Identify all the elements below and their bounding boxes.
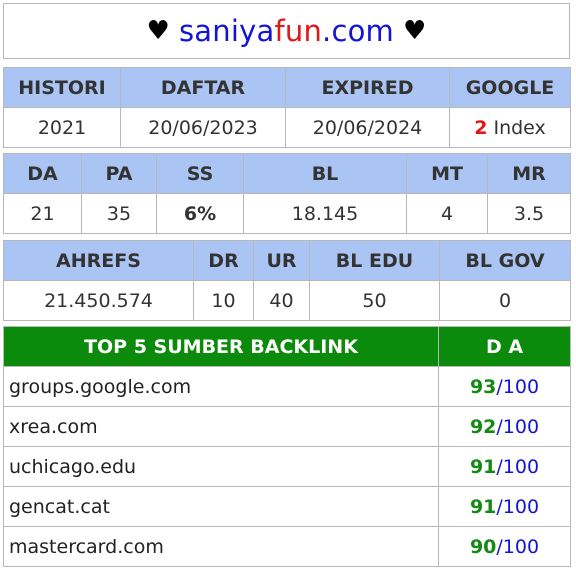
value-ur: 40: [253, 280, 310, 321]
header-daftar: DAFTAR: [120, 67, 286, 108]
table-row: xrea.com 92/100: [3, 406, 571, 447]
header-histori: HISTORI: [3, 67, 121, 108]
header-mt: MT: [406, 153, 488, 194]
value-histori: 2021: [3, 107, 121, 148]
value-dr: 10: [193, 280, 254, 321]
google-index-label: Index: [487, 116, 546, 139]
value-da: 21: [3, 193, 82, 234]
backlink-site: uchicago.edu: [3, 446, 439, 487]
site-title-part1: saniya: [179, 14, 275, 48]
backlink-da-value: 91: [469, 495, 497, 518]
backlink-da-max: /100: [496, 535, 540, 558]
heart-icon: ♥: [403, 16, 427, 46]
header-pa: PA: [81, 153, 157, 194]
table-row: groups.google.com 93/100: [3, 366, 571, 407]
backlink-da-max: /100: [496, 415, 540, 438]
header-ss: SS: [156, 153, 244, 194]
header-backlink-da: D A: [438, 326, 571, 367]
header-google: GOOGLE: [449, 67, 571, 108]
header-top-backlink: TOP 5 SUMBER BACKLINK: [3, 326, 439, 367]
site-title-part3: .com: [322, 14, 394, 48]
value-mt: 4: [406, 193, 488, 234]
backlink-da: 91/100: [438, 446, 571, 487]
registration-table: HISTORI DAFTAR EXPIRED GOOGLE 2021 20/06…: [3, 67, 571, 148]
backlink-site: xrea.com: [3, 406, 439, 447]
header-ahrefs: AHREFS: [3, 240, 194, 281]
value-bl: 18.145: [243, 193, 407, 234]
table-row: mastercard.com 90/100: [3, 526, 571, 567]
value-ahrefs: 21.450.574: [3, 280, 194, 321]
header-bl-gov: BL GOV: [439, 240, 571, 281]
value-mr: 3.5: [487, 193, 571, 234]
value-pa: 35: [81, 193, 157, 234]
header-dr: DR: [193, 240, 254, 281]
header-expired: EXPIRED: [285, 67, 450, 108]
backlink-da-value: 93: [469, 375, 497, 398]
backlink-da-value: 92: [469, 415, 497, 438]
value-bl-edu: 50: [309, 280, 440, 321]
site-banner: ♥ saniyafun.com ♥: [3, 3, 570, 59]
backlink-da-value: 90: [469, 535, 497, 558]
backlink-da-max: /100: [496, 375, 540, 398]
site-title-part2: fun: [274, 14, 323, 48]
header-da: DA: [3, 153, 82, 194]
table-row: uchicago.edu 91/100: [3, 446, 571, 487]
backlink-site: groups.google.com: [3, 366, 439, 407]
backlink-site: mastercard.com: [3, 526, 439, 567]
header-ur: UR: [253, 240, 310, 281]
header-bl: BL: [243, 153, 407, 194]
backlink-da-value: 91: [469, 455, 497, 478]
backlink-da: 93/100: [438, 366, 571, 407]
header-mr: MR: [487, 153, 571, 194]
backlink-da: 90/100: [438, 526, 571, 567]
heart-icon: ♥: [146, 16, 170, 46]
backlink-da: 91/100: [438, 486, 571, 527]
header-bl-edu: BL EDU: [309, 240, 440, 281]
value-daftar: 20/06/2023: [120, 107, 286, 148]
backlink-da-max: /100: [496, 495, 540, 518]
value-bl-gov: 0: [439, 280, 571, 321]
backlink-da-max: /100: [496, 455, 540, 478]
value-ss: 6%: [156, 193, 244, 234]
site-title[interactable]: saniyafun.com: [179, 14, 394, 48]
backlink-site: gencat.cat: [3, 486, 439, 527]
google-index-count: 2: [474, 116, 488, 139]
value-google: 2 Index: [449, 107, 571, 148]
ahrefs-table: AHREFS DR UR BL EDU BL GOV 21.450.574 10…: [3, 240, 571, 321]
backlink-table: TOP 5 SUMBER BACKLINK D A groups.google.…: [3, 326, 571, 567]
backlink-da: 92/100: [438, 406, 571, 447]
table-row: gencat.cat 91/100: [3, 486, 571, 527]
authority-table: DA PA SS BL MT MR 21 35 6% 18.145 4 3.5: [3, 153, 571, 234]
value-expired: 20/06/2024: [285, 107, 450, 148]
